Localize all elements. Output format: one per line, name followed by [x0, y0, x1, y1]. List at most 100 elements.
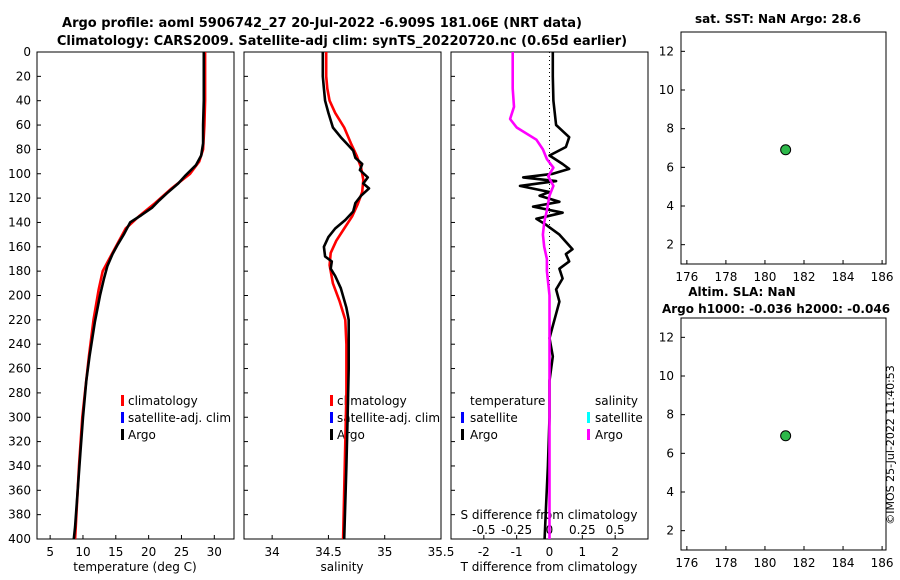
- legend-swatch-t-satellite: [461, 412, 464, 423]
- figure-title-line2: Climatology: CARS2009. Satellite-adj cli…: [57, 34, 627, 49]
- x-tick-label-top: 0.25: [569, 523, 596, 537]
- y-tick-label: 280: [8, 386, 31, 400]
- y-tick-label: 60: [16, 118, 31, 132]
- y-tick-label: 320: [8, 435, 31, 449]
- x-tick-label: 34: [265, 545, 280, 559]
- x-tick-label: 1: [579, 545, 587, 559]
- map-x-tick-label: 186: [871, 270, 894, 284]
- y-tick-label: 380: [8, 508, 31, 522]
- map-x-tick-label: 182: [793, 556, 816, 570]
- map-x-tick-label: 184: [832, 556, 855, 570]
- x-tick-label-top: 0.5: [606, 523, 625, 537]
- x-tick-label: 0: [546, 545, 554, 559]
- map-y-tick-label: 2: [666, 524, 674, 538]
- y-tick-label: 140: [8, 215, 31, 229]
- legend-swatch-climatology: [330, 395, 333, 406]
- x-tick-label: 10: [75, 545, 90, 559]
- y-tick-label: 120: [8, 191, 31, 205]
- legend-label-climatology: climatology: [128, 394, 198, 408]
- y-tick-label: 80: [16, 142, 31, 156]
- x-tick-label-top: -0.25: [501, 523, 532, 537]
- map-x-tick-label: 180: [753, 556, 776, 570]
- y-tick-label: 240: [8, 337, 31, 351]
- imos-watermark: ©IMOS 25-Jul-2022 11:40:53: [884, 365, 897, 525]
- y-tick-label: 400: [8, 532, 31, 546]
- sla-panel-title-line1: Altim. SLA: NaN: [688, 285, 795, 299]
- y-tick-label: 340: [8, 459, 31, 473]
- map-x-tick-label: 178: [714, 270, 737, 284]
- map-y-tick-label: 8: [666, 408, 674, 422]
- sla-map-axes: [680, 317, 887, 551]
- legend-swatch-s-argo: [587, 429, 590, 440]
- map-y-tick-label: 6: [666, 446, 674, 460]
- y-tick-label: 220: [8, 313, 31, 327]
- legend-label-t-satellite: satellite: [470, 411, 518, 425]
- figure-title-line1: Argo profile: aoml 5906742_27 20-Jul-202…: [62, 16, 582, 31]
- x-tick-label: 34.5: [315, 545, 342, 559]
- x-tick-label: -1: [511, 545, 523, 559]
- y-tick-label: 300: [8, 410, 31, 424]
- legend-swatch-satellite: [330, 412, 333, 423]
- map-y-tick-label: 4: [666, 485, 674, 499]
- legend-label-t-argo: Argo: [470, 428, 498, 442]
- legend-swatch-t-argo: [461, 429, 464, 440]
- legend-swatch-argo: [330, 429, 333, 440]
- argo-location-point: [780, 430, 792, 442]
- legend-swatch-satellite: [121, 412, 124, 423]
- salinity-xlabel: salinity: [320, 560, 363, 574]
- map-y-tick-label: 12: [659, 44, 674, 58]
- map-x-tick-label: 182: [793, 270, 816, 284]
- y-tick-label: 260: [8, 362, 31, 376]
- legend-label-s-argo: Argo: [595, 428, 623, 442]
- series-s-difference-argo-: [508, 52, 555, 539]
- series-climatology: [324, 52, 365, 540]
- series-argo: [321, 52, 371, 540]
- x-tick-label: 5: [46, 545, 54, 559]
- sla-panel-title-line2: Argo h1000: -0.036 h2000: -0.046: [662, 302, 890, 316]
- legend-swatch-argo: [121, 429, 124, 440]
- legend-title-temperature: temperature: [470, 394, 545, 408]
- series-argo: [72, 52, 206, 540]
- sst-panel-title: sat. SST: NaN Argo: 28.6: [695, 12, 861, 26]
- legend-label-satellite: satellite-adj. clim: [128, 411, 231, 425]
- argo-location-point: [780, 144, 792, 156]
- x-tick-label: 2: [611, 545, 619, 559]
- y-tick-label: 100: [8, 167, 31, 181]
- sst-map-axes: [680, 31, 887, 265]
- x-tick-label: 15: [108, 545, 123, 559]
- map-y-tick-label: 10: [659, 83, 674, 97]
- x-tick-label: 20: [141, 545, 156, 559]
- x-tick-label: 30: [207, 545, 222, 559]
- legend-label-climatology: climatology: [337, 394, 407, 408]
- y-tick-label: 0: [23, 45, 31, 59]
- map-x-tick-label: 180: [753, 270, 776, 284]
- legend-label-argo: Argo: [337, 428, 365, 442]
- temperature-legend: climatology satellite-adj. clim Argo: [121, 394, 231, 442]
- difference-xlabel: T difference from climatology: [460, 560, 638, 574]
- legend-label-argo: Argo: [128, 428, 156, 442]
- chart-marks: 5 10 15 20 25 3002040608010012014016018020022…: [8, 44, 893, 570]
- x-tick-label: -2: [478, 545, 490, 559]
- x-tick-label: 35: [377, 545, 392, 559]
- y-tick-label: 180: [8, 264, 31, 278]
- y-tick-label: 40: [16, 94, 31, 108]
- legend-label-s-satellite: satellite: [595, 411, 643, 425]
- x-tick-label: 25: [174, 545, 189, 559]
- series-t-difference-argo-: [518, 52, 574, 540]
- map-x-tick-label: 176: [675, 270, 698, 284]
- map-y-tick-label: 8: [666, 122, 674, 136]
- y-tick-label: 360: [8, 483, 31, 497]
- legend-title-salinity: salinity: [595, 394, 638, 408]
- map-x-tick-label: 176: [675, 556, 698, 570]
- map-x-tick-label: 184: [832, 270, 855, 284]
- legend-swatch-climatology: [121, 395, 124, 406]
- map-y-tick-label: 12: [659, 330, 674, 344]
- series-climatology: [73, 52, 207, 540]
- x-tick-label: 35.5: [428, 545, 455, 559]
- y-tick-label: 20: [16, 69, 31, 83]
- difference-legend: temperature satellite Argo salinity sate…: [461, 394, 643, 442]
- map-y-tick-label: 2: [666, 238, 674, 252]
- y-tick-label: 160: [8, 240, 31, 254]
- y-tick-label: 200: [8, 289, 31, 303]
